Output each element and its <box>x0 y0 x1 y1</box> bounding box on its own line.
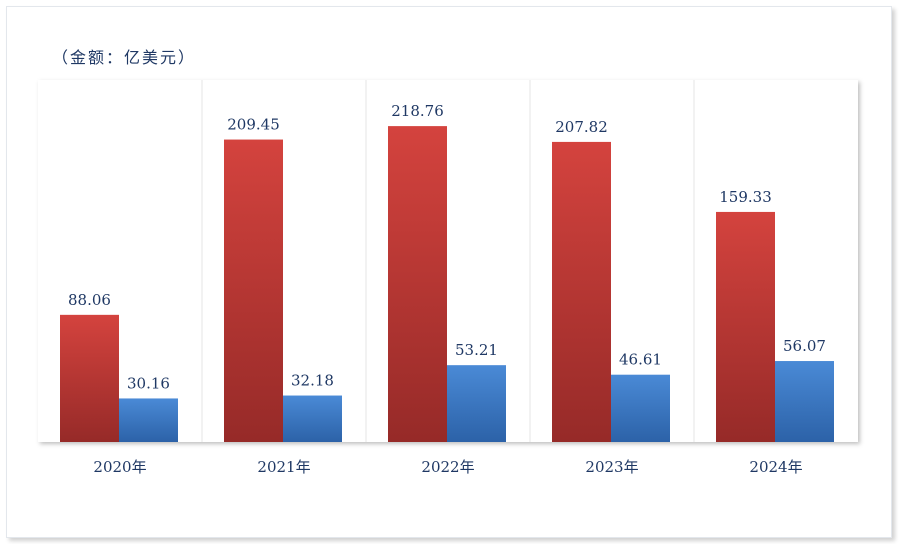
value-label: 88.06 <box>68 291 111 309</box>
value-label: 207.82 <box>555 118 608 136</box>
bar-blue-3 <box>611 374 670 442</box>
bar-red-0 <box>60 314 119 442</box>
x-tick-label: 2024年 <box>749 458 802 476</box>
value-label: 218.76 <box>391 102 444 120</box>
x-axis-ticks: 2020年 2021年 2022年 2023年 2024年 <box>93 458 802 476</box>
value-labels: 88.06 30.16 209.45 32.18 218.76 53.21 207.82 46… <box>68 102 826 392</box>
x-tick-label: 2021年 <box>257 458 310 476</box>
x-tick-label: 2020年 <box>93 458 146 476</box>
value-label: 53.21 <box>455 341 498 359</box>
value-label: 56.07 <box>783 337 826 355</box>
bar-blue-2 <box>447 365 506 442</box>
category-separators <box>201 80 695 442</box>
bar-blue-1 <box>283 395 342 442</box>
value-label: 159.33 <box>719 188 772 206</box>
bars <box>60 126 834 443</box>
bar-red-1 <box>224 139 283 442</box>
value-label: 46.61 <box>619 351 662 369</box>
x-tick-label: 2023年 <box>585 458 638 476</box>
bar-blue-0 <box>119 398 178 442</box>
bar-red-2 <box>388 126 447 442</box>
bar-blue-4 <box>775 361 834 442</box>
x-tick-label: 2022年 <box>421 458 474 476</box>
value-label: 30.16 <box>127 374 170 392</box>
value-label: 32.18 <box>291 372 334 390</box>
value-label: 209.45 <box>227 116 280 134</box>
unit-label: （金额：亿美元） <box>52 48 197 67</box>
bar-red-4 <box>716 211 775 442</box>
bar-red-3 <box>552 141 611 443</box>
